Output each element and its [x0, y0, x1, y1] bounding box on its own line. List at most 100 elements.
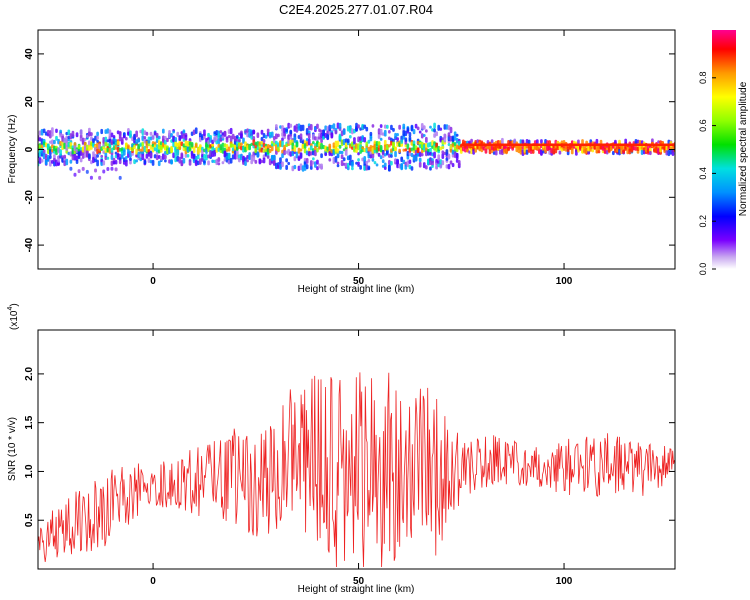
- spectrogram-cell: [275, 144, 278, 152]
- spectrogram-cell: [396, 164, 399, 169]
- spectrogram-cell: [266, 128, 270, 134]
- spectrogram-cell: [168, 159, 171, 164]
- spectrogram-cell: [157, 149, 161, 154]
- spectrogram-cell: [211, 139, 215, 145]
- spectrogram-cell: [153, 154, 157, 159]
- spectrogram-cell: [231, 147, 235, 152]
- spectrogram-cell: [478, 144, 482, 152]
- spectrogram-cell: [412, 143, 416, 151]
- snr-frame: [37, 329, 676, 570]
- spectrogram-cell: [38, 151, 42, 157]
- spectrogram-cell: [361, 146, 365, 150]
- spectrogram-cell: [324, 125, 328, 131]
- spectrogram-cell: [203, 148, 206, 153]
- spectrogram-cell: [172, 135, 175, 143]
- spectrogram-cell: [110, 147, 114, 153]
- spectrogram-cell: [192, 129, 196, 136]
- spectrogram-cell: [227, 135, 231, 139]
- spectrogram-cell: [77, 151, 81, 156]
- spectrogram-cell: [632, 146, 636, 150]
- snr-x-tick-label: 100: [556, 576, 573, 587]
- spectrogram-cell: [301, 165, 305, 172]
- spectrogram-cell: [46, 133, 50, 137]
- spectrogram-cell: [262, 157, 266, 164]
- spectrogram-cell: [108, 133, 112, 139]
- spectrogram-cell: [182, 133, 186, 140]
- spectrogram-cell: [258, 141, 262, 146]
- spectrogram-cell: [348, 135, 352, 139]
- spectrogram-cell: [149, 136, 153, 141]
- spectrogram-cell: [320, 137, 323, 143]
- colorbar-ticks: 0.0 0.2 0.4 0.6 0.8: [698, 72, 716, 275]
- spectrogram-cell: [213, 149, 217, 157]
- spectrogram-cell: [383, 124, 387, 129]
- spectrogram-cell: [305, 141, 309, 147]
- spectrogram-cell: [379, 124, 383, 128]
- spectrogram-cell: [342, 162, 346, 166]
- spectrogram-cell: [439, 164, 443, 169]
- spectrogram-cell: [369, 131, 373, 137]
- spectrogram-cell: [69, 166, 73, 171]
- spectrogram-cell: [373, 140, 377, 145]
- spectrogram-cell: [182, 138, 186, 142]
- spectrogram-cell: [653, 148, 656, 153]
- spectrogram-cell: [671, 149, 675, 157]
- spectrogram-cell: [357, 158, 360, 162]
- spectrogram-cell: [527, 146, 531, 153]
- spectrogram-cell: [59, 133, 62, 138]
- spectrogram-cell: [616, 148, 619, 153]
- spectrogram-cell: [622, 149, 625, 153]
- spectrogram-cell: [81, 137, 85, 145]
- spectrogram-cell: [314, 149, 317, 157]
- snr-y-tick-label: 0.5: [24, 513, 35, 527]
- spectrogram-cell: [353, 128, 356, 134]
- spectrogram-cell: [388, 153, 391, 158]
- spectrogram-cell: [201, 149, 204, 156]
- spectrogram-cell: [258, 158, 262, 164]
- spectrogram-cell: [311, 157, 315, 161]
- spectrogram-cell: [550, 147, 554, 154]
- spectrogram-cell: [147, 157, 151, 163]
- snr-x-tick-label: 0: [150, 576, 156, 587]
- spectrogram-cell: [235, 146, 239, 152]
- spectrogram-cell: [433, 128, 436, 133]
- snr-x-tick-label: 50: [353, 576, 365, 587]
- spectrogram-cell: [260, 147, 264, 153]
- spectrogram-cell: [188, 159, 192, 166]
- spectrogram-cell: [425, 147, 428, 152]
- spectrogram-cell: [235, 134, 239, 139]
- spectrogram-cell: [285, 158, 288, 163]
- spectrogram-cell: [71, 130, 75, 138]
- spectrogram-cell: [307, 125, 311, 131]
- spectrogram-cell: [272, 141, 276, 147]
- spectrogram-cell: [194, 143, 198, 149]
- spectrogram-cell: [166, 137, 169, 143]
- spectrogram-cell: [435, 162, 438, 170]
- spectrogram-cell: [207, 160, 210, 166]
- spectrogram-cell: [505, 148, 508, 155]
- spectrogram-cell: [301, 142, 305, 150]
- spectrogram-cell: [657, 147, 660, 155]
- spectrogram-cell: [55, 159, 58, 167]
- spectrogram-cell: [406, 150, 410, 157]
- spectrogram-cell: [377, 133, 381, 139]
- spectrogram-cell: [433, 145, 436, 151]
- spectrogram-cell: [383, 129, 387, 137]
- spectrogram-cell: [38, 130, 42, 136]
- spectrogram-cell: [264, 134, 268, 139]
- spectrogram-cell: [383, 144, 387, 152]
- spectrogram-cell: [418, 151, 422, 158]
- spectrogram-cell: [416, 126, 420, 131]
- spectrogram-cell: [394, 150, 397, 158]
- spectrogram-cell: [365, 164, 369, 171]
- snr-multiplier: (x104): [7, 303, 20, 330]
- spectrogram-cell: [591, 148, 595, 153]
- spectrogram-cell: [437, 124, 441, 131]
- spectrogram-cell: [100, 161, 104, 167]
- spectrogram-cell: [371, 124, 375, 128]
- spectrogram-x-tick-label: 100: [556, 276, 573, 287]
- spectrogram-cell: [445, 149, 449, 156]
- spectrogram-cell: [414, 154, 418, 162]
- spectrogram-cell: [474, 148, 478, 153]
- spectrogram-cell: [55, 135, 58, 141]
